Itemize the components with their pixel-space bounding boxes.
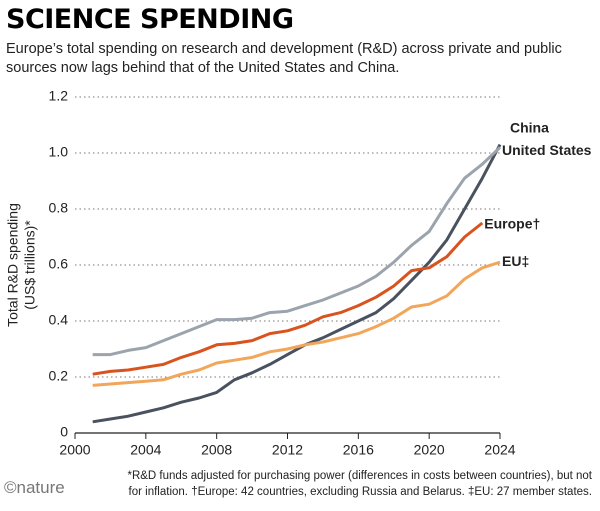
series-label: China (510, 119, 549, 135)
y-tick-label: 0.4 (49, 312, 69, 328)
source: ©nature (4, 478, 65, 497)
footnote: *R&D funds adjusted for purchasing power… (127, 470, 592, 498)
y-tick-label: 0.2 (49, 368, 69, 384)
x-tick-label: 2016 (343, 442, 374, 458)
y-tick-label: 0 (60, 424, 68, 440)
series-line (92, 221, 484, 376)
y-axis-label: (US$ trillions)* (22, 220, 38, 310)
series-label: United States (502, 142, 592, 158)
chart: Total R&D spending (US$ trillions)* 0 0.2… (5, 88, 592, 458)
y-axis-label: Total R&D spending (5, 203, 21, 327)
x-tick-label: 2020 (414, 442, 445, 458)
series-label: Europe† (484, 216, 540, 232)
series-label: EU‡ (502, 253, 529, 269)
x-tick-label: 2012 (272, 442, 303, 458)
series-line (92, 260, 501, 387)
x-tick-label: 2024 (484, 442, 515, 458)
y-tick-label: 1.2 (49, 88, 69, 104)
y-tick-label: 0.6 (49, 256, 69, 272)
series-line (92, 143, 502, 424)
series-line (92, 146, 502, 357)
x-tick-label: 2000 (59, 442, 90, 458)
y-tick-label: 0.8 (49, 200, 69, 216)
chart-title: SCIENCE SPENDING (6, 4, 294, 35)
x-tick-label: 2008 (201, 442, 232, 458)
chart-subtitle: Europe’s total spending on research and … (6, 41, 562, 76)
x-tick-label: 2004 (130, 442, 161, 458)
y-tick-label: 1.0 (49, 144, 69, 160)
